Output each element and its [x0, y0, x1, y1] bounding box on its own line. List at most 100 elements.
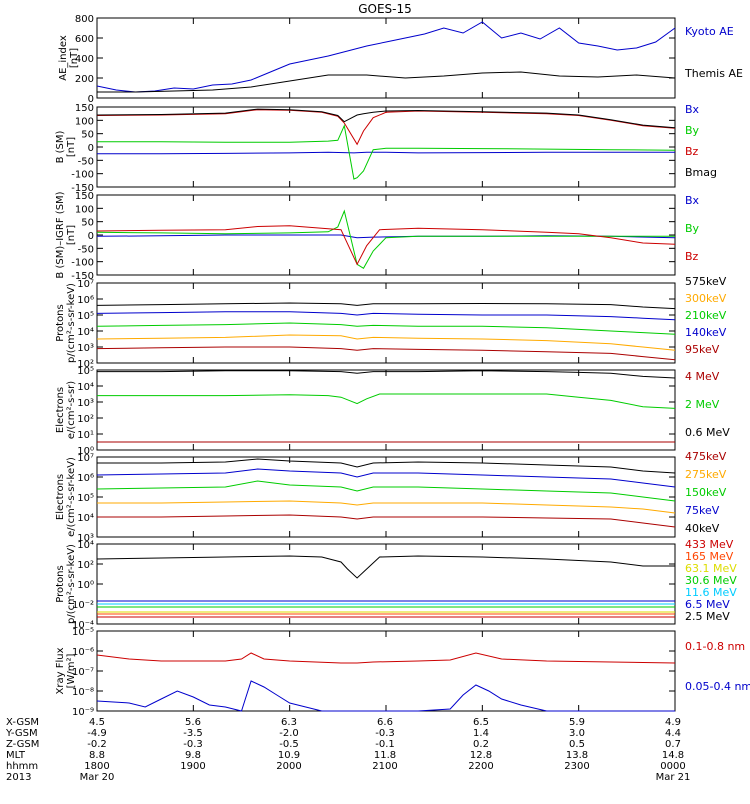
- y-axis-label: AE_index[nT]: [58, 35, 80, 81]
- series-line: [97, 71, 676, 93]
- legend-entry: By: [685, 222, 700, 235]
- y-tick-label: 10⁻⁴: [72, 620, 94, 631]
- legend-entry: Bz: [685, 250, 699, 263]
- y-tick-label: 10⁰: [77, 580, 94, 591]
- y-tick-label: 50: [81, 130, 94, 141]
- y-tick-label: 10⁴: [77, 540, 94, 551]
- y-tick-label: 50: [81, 218, 94, 229]
- panel-frame: [96, 456, 676, 538]
- series-line: [96, 468, 676, 488]
- y-tick-label: 10⁰: [77, 446, 94, 457]
- ephemeris-row-label: hhmm: [6, 761, 38, 772]
- series-line: [96, 311, 676, 321]
- ephemeris-row-label: X-GSM: [6, 717, 39, 728]
- y-tick-label: 10⁻⁵: [72, 627, 94, 638]
- y-tick-label: 10⁴: [77, 327, 94, 338]
- y-tick-label: -100: [71, 258, 94, 269]
- ephemeris-value: 5.9: [569, 717, 585, 728]
- ephemeris-row-label: 2013: [6, 772, 31, 783]
- y-axis-label: Xray Flux[W/m²]: [55, 647, 77, 694]
- y-tick-label: 10²: [77, 560, 94, 571]
- y-tick-label: 150: [75, 103, 94, 114]
- panel-frame: [96, 17, 676, 99]
- y-tick-label: 10⁴: [77, 382, 94, 393]
- y-tick-label: -150: [71, 183, 94, 194]
- series-line: [96, 680, 675, 712]
- ephemeris-value: -3.5: [183, 728, 203, 739]
- ephemeris-value: 6.6: [377, 717, 393, 728]
- y-tick-label: 100: [75, 204, 94, 215]
- legend-entry: 2 MeV: [685, 398, 720, 411]
- y-tick-label: 10³: [77, 398, 94, 409]
- legend-entry: 95keV: [685, 343, 720, 356]
- y-tick-label: 10⁴: [77, 513, 94, 524]
- ephemeris-value: 2200: [468, 761, 493, 772]
- legend-entry: 140keV: [685, 326, 727, 339]
- series-line: [97, 151, 675, 155]
- y-tick-label: 10⁷: [77, 279, 94, 290]
- legend-entry: 4 MeV: [685, 370, 720, 383]
- series-line: [96, 480, 676, 502]
- y-tick-label: 10⁻²: [72, 600, 94, 611]
- y-tick-label: -50: [78, 156, 94, 167]
- ephemeris-value: 4.9: [665, 717, 681, 728]
- ephemeris-row-label: Y-GSM: [5, 728, 38, 739]
- legend-entry: 11.6 MeV: [685, 586, 737, 599]
- panel-1: -150 -100 -50 0 50 100 150 B (SM)[nT] Bx By Bz Bmag: [55, 103, 717, 194]
- y-tick-label: 0: [88, 143, 94, 154]
- series-line: [97, 514, 676, 528]
- legend-entry: Themis AE: [684, 67, 743, 80]
- ephemeris-value: 1.4: [473, 728, 489, 739]
- y-tick-label: -150: [71, 271, 94, 282]
- y-tick-label: 10⁷: [77, 453, 94, 464]
- ephemeris-value: 5.6: [185, 717, 201, 728]
- y-tick-label: -100: [71, 170, 94, 181]
- panel-6: 10⁻⁴ 10⁻² 10⁰ 10² 10⁴Protonsp/(cm²-s-sr-keV)…: [55, 538, 737, 631]
- y-tick-label: 10³: [77, 343, 94, 354]
- y-tick-label: 10⁻⁹: [72, 707, 94, 718]
- y-tick-label: 100: [75, 116, 94, 127]
- legend-entry: 0.1-0.8 nm: [685, 640, 745, 653]
- series-line: [97, 370, 676, 379]
- series-line: [96, 225, 676, 266]
- y-tick-label: 10⁵: [77, 311, 94, 322]
- ephemeris-value: 3.0: [569, 728, 585, 739]
- y-tick-label: 10⁶: [77, 473, 94, 484]
- legend-entry: 0.05-0.4 nm: [685, 680, 750, 693]
- plot-title: GOES-15: [358, 2, 412, 16]
- series-line: [96, 334, 676, 351]
- ephemeris-value: 2300: [564, 761, 589, 772]
- panel-3: 10² 10³ 10⁴ 10⁵ 10⁶ 10⁷Protonsp/(cm²-s-sr-keV…: [55, 275, 727, 370]
- ephemeris-value: 9.8: [185, 750, 201, 761]
- y-tick-label: 10⁶: [77, 295, 94, 306]
- ephemeris-value: 10.9: [278, 750, 300, 761]
- y-tick-label: -50: [78, 244, 94, 255]
- panel-7: 10⁻⁹ 10⁻⁸ 10⁻⁷ 10⁻⁶ 10⁻⁵ Xray Flux[W/m²] 0.1-0…: [55, 627, 750, 718]
- legend-entry: Bx: [685, 194, 700, 207]
- legend-entry: 75keV: [685, 504, 720, 517]
- legend-entry: By: [685, 124, 700, 137]
- legend-entry: 2.5 MeV: [685, 610, 730, 623]
- legend-entry: 150keV: [685, 486, 727, 499]
- y-tick-label: 10¹: [77, 430, 94, 441]
- series-line: [96, 346, 676, 361]
- y-tick-label: 150: [75, 191, 94, 202]
- series-line: [97, 393, 676, 409]
- y-axis-label: Electronse/(cm²-s-sr): [55, 381, 77, 439]
- legend-entry: 165 MeV: [685, 550, 734, 563]
- y-axis-label: Electronse/(cm²-s-sr-keV): [55, 457, 77, 537]
- y-axis-label: B (SM)–IGRF (SM)[nT]: [55, 191, 77, 278]
- series-line: [96, 302, 676, 310]
- legend-entry: 275keV: [685, 468, 727, 481]
- panel-frame: [96, 630, 676, 712]
- panel-frame: [96, 282, 676, 364]
- ephemeris-value: 0.7: [665, 739, 681, 750]
- y-tick-label: 0: [88, 94, 94, 105]
- legend-entry: 300keV: [685, 292, 727, 305]
- y-tick-label: 10⁵: [77, 493, 94, 504]
- ephemeris-value: Mar 21: [656, 772, 691, 783]
- ephemeris-value: 0000: [660, 761, 685, 772]
